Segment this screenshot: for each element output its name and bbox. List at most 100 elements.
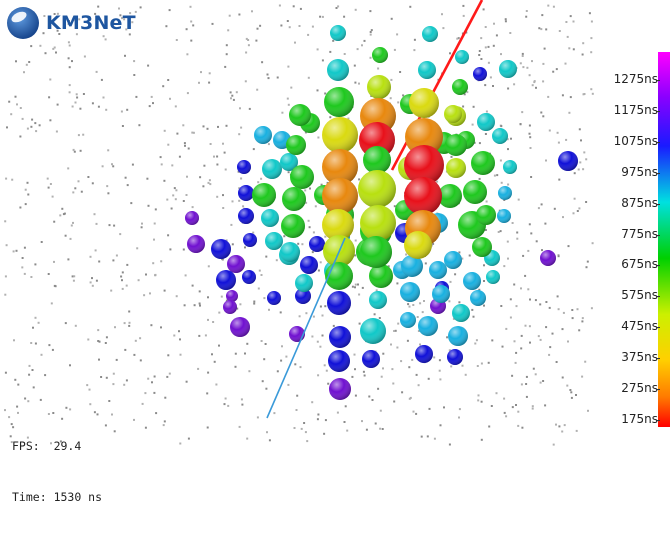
- dom-dot: [267, 143, 270, 146]
- detector-scene[interactable]: [0, 0, 670, 450]
- dom-dot: [363, 39, 366, 42]
- hit-sphere: [369, 291, 387, 309]
- dom-dot: [306, 440, 309, 443]
- dom-dot: [391, 368, 394, 371]
- time-value: 1530 ns: [53, 490, 103, 504]
- dom-dot: [204, 334, 207, 337]
- dom-dot: [485, 200, 488, 203]
- dom-dot: [276, 76, 279, 79]
- dom-dot: [319, 261, 322, 264]
- dom-dot: [298, 25, 301, 27]
- dom-dot: [501, 345, 504, 348]
- hit-sphere: [254, 126, 272, 144]
- dom-dot: [31, 118, 34, 121]
- dom-dot: [316, 89, 319, 92]
- dom-dot: [528, 132, 531, 135]
- dom-dot: [484, 133, 487, 135]
- dom-dot: [115, 358, 118, 361]
- dom-dot: [40, 353, 43, 356]
- dom-dot: [261, 61, 264, 64]
- dom-dot: [247, 39, 250, 41]
- dom-dot: [67, 57, 70, 60]
- dom-dot: [477, 399, 480, 402]
- dom-dot: [268, 439, 271, 442]
- dom-dot: [324, 235, 327, 238]
- dom-dot: [506, 240, 509, 243]
- dom-dot: [557, 308, 560, 311]
- dom-dot: [19, 135, 22, 138]
- dom-dot: [252, 231, 255, 234]
- dom-dot: [47, 186, 50, 189]
- dom-dot: [396, 346, 399, 349]
- dom-dot: [487, 361, 490, 364]
- dom-dot: [112, 383, 115, 386]
- dom-dot: [95, 222, 98, 225]
- dom-dot: [202, 125, 205, 128]
- dom-dot: [61, 417, 64, 420]
- colorbar-label: 875ns: [621, 195, 658, 210]
- dom-dot: [164, 396, 167, 399]
- dom-dot: [216, 195, 219, 198]
- dom-dot: [28, 364, 31, 367]
- colorbar-tick: [656, 327, 660, 329]
- dom-dot: [98, 358, 100, 361]
- dom-dot: [436, 180, 439, 183]
- dom-dot: [128, 33, 131, 36]
- dom-dot: [183, 304, 186, 307]
- dom-dot: [166, 375, 169, 378]
- dom-dot: [542, 80, 545, 83]
- dom-dot: [539, 338, 542, 341]
- dom-dot: [216, 155, 219, 158]
- dom-dot: [202, 185, 205, 188]
- hit-sphere: [452, 79, 468, 95]
- dom-dot: [83, 55, 86, 58]
- dom-dot: [484, 229, 487, 231]
- dom-dot: [10, 441, 13, 444]
- dom-dot: [257, 181, 260, 184]
- dom-dot: [534, 299, 537, 302]
- dom-dot: [91, 182, 94, 185]
- dom-dot: [539, 381, 542, 384]
- dom-dot: [30, 342, 33, 344]
- dom-dot: [363, 374, 366, 377]
- dom-dot: [147, 204, 150, 207]
- dom-dot: [516, 237, 519, 240]
- dom-dot: [521, 111, 524, 114]
- dom-dot: [561, 376, 564, 379]
- hit-sphere: [422, 26, 438, 42]
- dom-dot: [529, 341, 531, 344]
- dom-dot: [305, 201, 308, 204]
- dom-dot: [238, 187, 241, 190]
- dom-dot: [222, 194, 224, 197]
- dom-dot: [280, 24, 283, 27]
- colorbar-label: 1275ns: [613, 72, 658, 86]
- dom-dot: [557, 141, 560, 144]
- dom-dot: [543, 47, 546, 50]
- dom-dot: [74, 101, 77, 104]
- dom-dot: [402, 94, 405, 97]
- dom-dot: [379, 427, 382, 430]
- dom-dot: [382, 352, 385, 355]
- dom-dot: [292, 5, 295, 8]
- dom-dot: [231, 243, 234, 246]
- event-display[interactable]: KM3NeT FPS: 29.4 Time: 1530 ns 1275ns 117…: [0, 0, 670, 504]
- dom-dot: [361, 44, 363, 47]
- dom-dot: [392, 382, 395, 385]
- dom-dot: [24, 203, 27, 206]
- dom-dot: [320, 183, 323, 186]
- dom-dot: [522, 66, 525, 69]
- dom-dot: [319, 345, 322, 348]
- dom-dot: [312, 231, 315, 234]
- dom-dot: [343, 15, 346, 18]
- dom-dot: [13, 339, 15, 342]
- dom-dot: [419, 343, 421, 346]
- dom-dot: [167, 354, 170, 357]
- dom-dot: [121, 17, 123, 20]
- dom-dot: [540, 111, 543, 114]
- dom-dot: [208, 72, 211, 75]
- dom-dot: [74, 324, 77, 327]
- hit-sphere: [447, 349, 463, 365]
- dom-dot: [16, 103, 18, 106]
- dom-dot: [415, 373, 418, 376]
- colorbar-tick: [656, 203, 660, 205]
